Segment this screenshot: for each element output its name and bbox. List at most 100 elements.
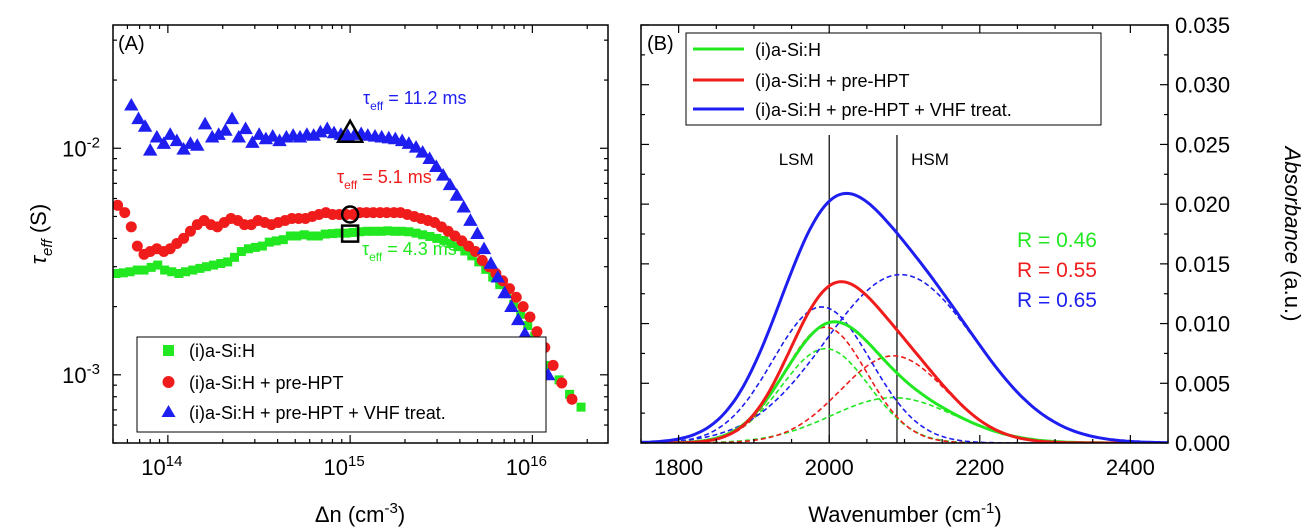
x-tick-label: 1014 (141, 453, 182, 480)
data-point-triangle (143, 143, 158, 156)
legend-label: (i)a-Si:H + pre-HPT (755, 71, 910, 91)
ratio-label-blue: R = 0.65 (1017, 289, 1097, 312)
data-point-square (460, 246, 470, 256)
lsm-label: LSM (779, 150, 814, 169)
y-tick-label: 0.005 (1175, 371, 1230, 396)
data-point-square (411, 228, 421, 238)
data-point-triangle (245, 135, 260, 148)
panel-a-y-axis-label: τeff (S) (26, 204, 56, 264)
x-tick-label: 2000 (805, 455, 854, 480)
data-point-triangle (211, 127, 226, 140)
data-point-triangle (470, 226, 485, 240)
data-point-square (516, 309, 526, 319)
legend-label: (i)a-Si:H (189, 341, 255, 361)
data-point-triangle (476, 241, 492, 255)
data-point-triangle (190, 138, 205, 151)
data-point-triangle (197, 116, 213, 130)
data-point-square (425, 231, 435, 241)
data-point-circle (469, 246, 481, 258)
panel-a-label: (A) (118, 33, 145, 55)
legend-marker-circle (162, 376, 175, 388)
x-tick-label: 2200 (955, 455, 1004, 480)
data-point-square (167, 267, 177, 277)
data-point-triangle (442, 177, 458, 191)
data-point-square (467, 251, 477, 261)
data-point-square (299, 230, 309, 240)
y-tick-label: 10-3 (62, 361, 100, 388)
data-point-circle (547, 359, 559, 371)
y-tick-label: 0.015 (1175, 252, 1230, 277)
data-point-square (523, 321, 533, 331)
data-point-square (174, 269, 184, 279)
panel-b: 1800 2000 2200 2400 0.000 0.005 0.010 0.015 0.02… (640, 13, 1305, 527)
x-tick-label: 1800 (654, 455, 703, 480)
data-point-square (327, 229, 337, 239)
highlight-triangle (335, 118, 365, 144)
data-point-triangle (415, 145, 430, 158)
data-point-square (341, 228, 351, 238)
total-line (641, 191, 1168, 443)
y-tick-label: 0.000 (1175, 431, 1230, 456)
data-point-triangle (156, 136, 172, 149)
y-tick-label: 0.010 (1175, 312, 1230, 337)
data-point-square (439, 235, 449, 245)
data-point-circle (178, 232, 190, 244)
data-point-triangle (408, 140, 424, 153)
data-point-circle (517, 301, 529, 313)
panel-b-legend: (i)a-Si:H (i)a-Si:H + pre-HPT (i)a-Si:H … (685, 32, 1102, 126)
data-point-triangle (510, 312, 526, 326)
data-point-square (181, 267, 191, 277)
y-tick-label: 0.025 (1175, 132, 1230, 157)
data-point-triangle (231, 129, 246, 143)
data-point-square (209, 260, 219, 270)
data-point-triangle (169, 133, 185, 147)
data-point-square (362, 226, 372, 236)
data-point-triangle (224, 111, 240, 125)
legend-box (685, 32, 1102, 126)
hsm-label: HSM (911, 150, 949, 169)
data-point-square (313, 231, 323, 241)
annotation-tau-red: τeff = 5.1 ms (337, 167, 432, 192)
panel-a-plot-area (113, 97, 586, 412)
data-point-triangle (306, 128, 321, 141)
data-point-triangle (149, 129, 165, 143)
data-point-square (113, 269, 121, 279)
data-point-triangle (483, 256, 499, 269)
data-point-triangle (401, 136, 417, 149)
component-line (641, 306, 1168, 443)
data-point-square (369, 226, 379, 236)
data-point-circle (184, 225, 196, 237)
data-point-square (202, 262, 212, 272)
data-point-triangle (456, 199, 471, 213)
annotation-tau-green: τeff = 4.3 ms (362, 239, 457, 264)
data-point-square (132, 265, 142, 275)
data-point-triangle (272, 133, 287, 147)
data-point-circle (119, 207, 131, 219)
data-point-square (118, 268, 128, 278)
data-point-triangle (435, 168, 451, 181)
data-point-triangle (265, 129, 280, 142)
data-point-triangle (429, 159, 444, 172)
data-point-square (223, 257, 233, 267)
data-point-triangle (517, 326, 533, 340)
data-point-circle (113, 199, 124, 211)
data-point-triangle (504, 299, 519, 313)
data-point-square (264, 237, 274, 247)
data-point-square (348, 227, 358, 237)
data-point-circle (131, 240, 143, 252)
data-point-square (244, 244, 254, 254)
panel-a-legend: (i)a-Si:H (i)a-Si:H + pre-HPT (i)a-Si:H … (136, 336, 547, 433)
x-tick-label: 1015 (324, 453, 365, 480)
data-point-square (125, 267, 135, 277)
data-point-triangle (490, 269, 505, 283)
data-point-square (271, 236, 281, 246)
data-point-circle (125, 221, 137, 233)
data-point-square (153, 260, 163, 270)
data-point-triangle (137, 119, 153, 132)
legend-label: (i)a-Si:H + pre-HPT + VHF treat. (755, 100, 1012, 120)
data-point-circle (556, 377, 568, 389)
x-tick-label: 2400 (1106, 455, 1155, 480)
data-point-square (404, 227, 414, 237)
data-point-square (355, 227, 365, 237)
legend-label: (i)a-Si:H (755, 40, 821, 60)
